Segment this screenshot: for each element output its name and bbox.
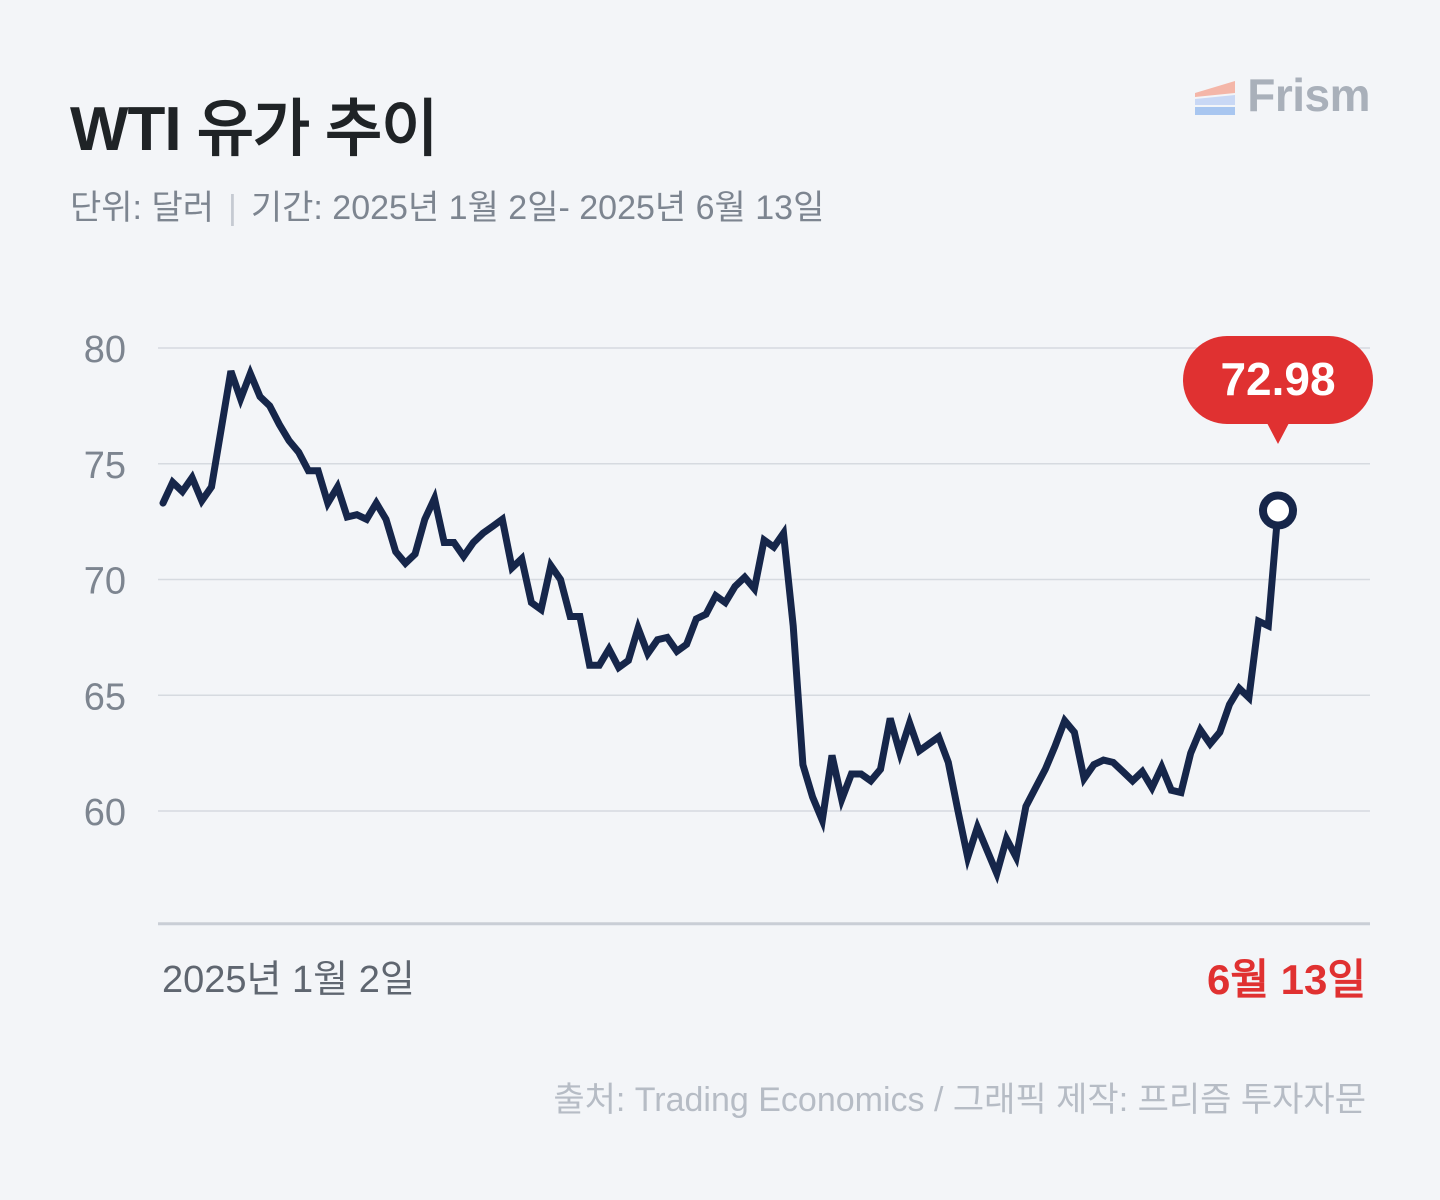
period-label: 기간: 2025년 1월 2일- 2025년 6월 13일 [250,189,825,227]
chart-title: WTI 유가 추이 [70,95,438,164]
x-start-label: 2025년 1월 2일 [162,959,415,1001]
last-point-marker [1259,491,1297,530]
value-callout-label: 72.98 [1220,353,1335,405]
y-tick-label-75: 75 [84,445,126,487]
x-end-label: 6월 13일 [1207,956,1366,1003]
series-line-wti [159,364,1282,885]
y-tick-label-80: 80 [84,329,126,371]
subtitle-divider: | [228,189,237,227]
chart-subtitle: 단위: 달러 | 기간: 2025년 1월 2일- 2025년 6월 13일 [70,180,824,229]
brand-logo-text: Frism [1247,69,1370,121]
value-callout-pointer [1267,423,1289,444]
y-tick-label-60: 60 [84,792,126,834]
brand-logo-icon [1195,81,1236,115]
brand-logo: Frism [1195,68,1370,122]
y-tick-label-65: 65 [84,676,126,718]
unit-label: 단위: 달러 [70,189,215,227]
y-tick-label-70: 70 [84,561,126,603]
source-credit: 출처: Trading Economics / 그래픽 제작: 프리즘 투자자문 [553,1081,1366,1119]
value-callout-bubble [1183,336,1373,424]
